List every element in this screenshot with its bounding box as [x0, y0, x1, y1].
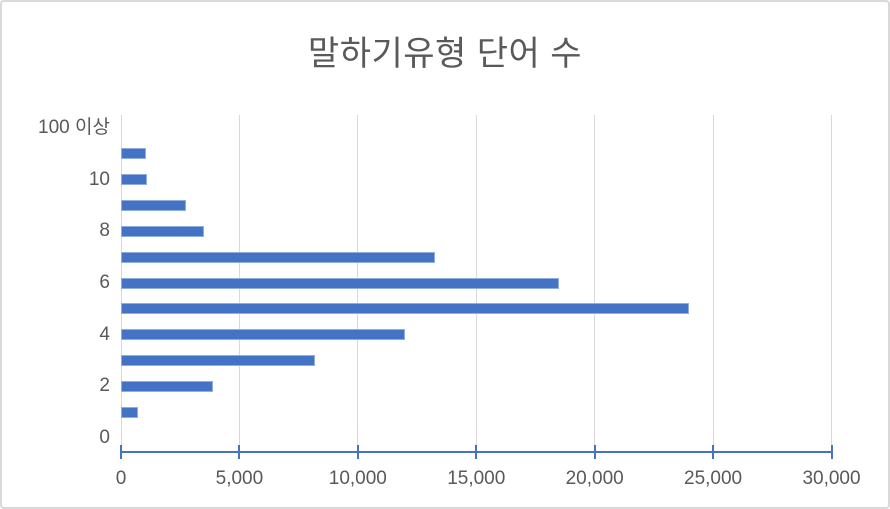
x-tick-label: 25,000	[684, 468, 743, 489]
data-bar	[121, 277, 560, 289]
x-axis-tick	[356, 445, 359, 459]
x-gridline	[712, 115, 714, 446]
x-gridline	[831, 115, 832, 446]
x-tick-label: 30,000	[802, 468, 861, 489]
data-bar	[121, 225, 204, 237]
y-category-label: 4	[99, 323, 110, 345]
x-axis-tick	[120, 445, 122, 459]
data-bar	[121, 380, 214, 392]
x-axis-tick	[830, 445, 833, 459]
x-axis-tick	[475, 445, 478, 459]
x-tick-label: 0	[115, 468, 127, 489]
data-bar	[121, 174, 148, 186]
y-category-label: 2	[99, 375, 110, 397]
data-bar	[121, 303, 690, 315]
x-tick-label: 5,000	[215, 468, 264, 489]
x-axis-tick	[712, 445, 715, 459]
x-tick-label: 15,000	[447, 468, 506, 489]
y-category-label: 10	[88, 168, 110, 190]
y-category-label: 0	[99, 427, 110, 449]
y-category-label: 8	[99, 220, 110, 242]
data-bar	[121, 355, 316, 366]
x-tick-label: 20,000	[565, 468, 624, 489]
data-bar	[121, 329, 406, 341]
y-category-label: 100 이상	[38, 116, 110, 138]
data-bar	[121, 148, 146, 160]
x-tick-label: 10,000	[328, 468, 387, 489]
data-bar	[121, 251, 435, 263]
chart-title: 말하기유형 단어 수	[307, 35, 583, 73]
data-bar	[121, 200, 187, 211]
x-axis-tick	[238, 445, 241, 459]
y-category-label: 6	[99, 272, 110, 293]
data-bar	[121, 406, 138, 418]
x-axis-tick	[593, 445, 596, 459]
x-gridline	[594, 115, 596, 446]
